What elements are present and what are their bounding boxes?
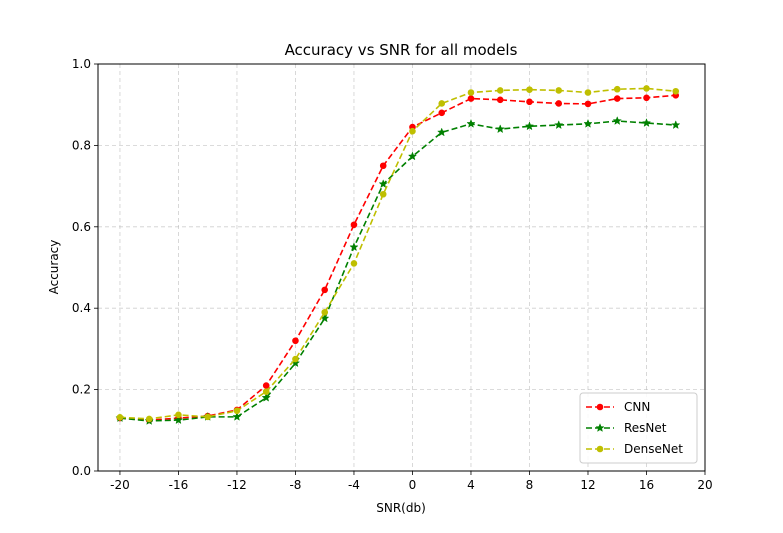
x-tick-label: 16 [639,478,654,492]
data-point-densenet [321,308,329,316]
x-tick-label: -8 [289,478,301,492]
legend-marker-resnet [595,423,605,432]
legend-label-cnn: CNN [624,400,650,414]
data-point-cnn [262,382,270,389]
data-point-cnn [613,95,621,102]
data-point-densenet [292,355,299,363]
data-point-cnn [292,337,299,345]
data-point-resnet [232,411,242,421]
data-point-densenet [233,407,241,415]
data-point-resnet [378,179,388,189]
series-layer [115,85,681,425]
data-point-densenet [204,413,211,421]
data-point-densenet [555,87,563,94]
x-tick-label: 8 [526,478,534,492]
data-point-densenet [262,388,270,395]
data-point-cnn [584,100,592,108]
data-point-densenet [584,89,592,96]
data-point-densenet [526,86,533,93]
data-point-resnet [583,118,593,128]
data-point-densenet [145,415,153,423]
x-tick-label: -16 [169,478,189,492]
x-axis-label: SNR(db) [376,501,426,515]
legend-label-resnet: ResNet [624,421,667,435]
y-tick-label: 0.6 [72,220,91,234]
data-point-cnn [643,94,650,102]
data-point-resnet [612,116,622,125]
axis-ticks: -20 -16 -12 -8 -4 0 4 8 12 16 20 0.0 0.2 0.4 0.6 0.8 1.0 [72,57,713,492]
data-point-cnn [467,95,475,102]
y-tick-label: 0.8 [72,138,91,152]
series-densenet [116,85,680,423]
data-point-resnet [349,242,359,252]
data-point-resnet [671,120,681,130]
legend-box [579,392,698,464]
y-axis-label: Accuracy [47,240,61,295]
data-point-densenet [672,87,680,95]
data-point-cnn [526,98,533,106]
series-line-cnn [119,94,676,421]
series-line-resnet [119,120,676,422]
data-point-cnn [350,221,358,229]
y-tick-label: 0.4 [72,301,91,315]
data-point-cnn [496,96,504,104]
data-point-cnn [555,100,563,107]
chart-title: Accuracy vs SNR for all models [285,41,518,59]
data-point-densenet [438,100,446,107]
y-tick-label: 0.2 [72,383,91,397]
x-tick-label: -20 [110,478,130,492]
data-point-densenet [409,127,416,135]
data-point-resnet [407,151,418,161]
data-point-cnn [321,286,329,294]
data-point-densenet [116,413,124,421]
data-point-densenet [175,411,182,419]
y-tick-label: 0.0 [72,464,91,478]
series-resnet [115,116,681,425]
x-tick-label: -4 [348,478,360,492]
legend: CNN ResNet DenseNet [579,392,698,464]
data-point-resnet [641,118,652,127]
data-point-resnet [466,118,476,128]
legend-marker-densenet [596,445,604,453]
y-tick-label: 1.0 [72,57,91,71]
series-cnn [116,92,680,424]
data-point-resnet [495,124,505,134]
x-tick-label: 20 [697,478,712,492]
legend-marker-cnn [596,403,604,411]
data-point-densenet [467,89,475,96]
data-point-resnet [261,392,271,402]
x-tick-label: 4 [467,478,475,492]
data-point-cnn [379,162,387,170]
data-point-cnn [438,109,446,117]
data-point-resnet [173,415,184,425]
data-point-densenet [496,87,504,94]
data-point-densenet [613,85,621,93]
x-tick-label: 12 [580,478,595,492]
plot-frame [97,63,706,472]
data-point-densenet [643,85,650,92]
data-point-resnet [437,127,447,137]
series-line-densenet [119,87,676,420]
data-point-resnet [524,121,535,131]
x-tick-label: -12 [227,478,247,492]
x-tick-label: 0 [409,478,417,492]
legend-label-densenet: DenseNet [624,442,683,456]
data-point-resnet [554,120,564,130]
data-point-densenet [379,190,387,198]
data-point-densenet [350,260,358,267]
